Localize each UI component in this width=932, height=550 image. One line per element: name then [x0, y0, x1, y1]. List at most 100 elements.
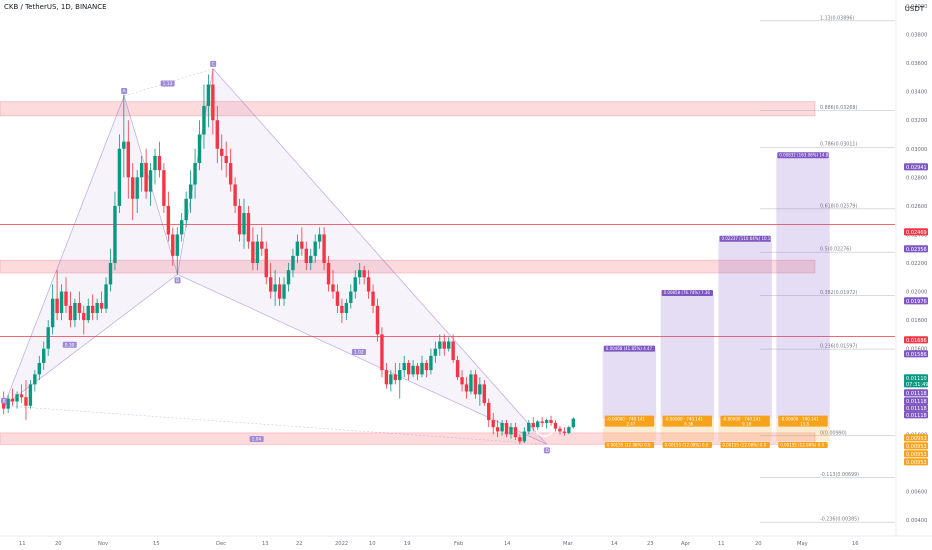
y-tick-label: 0.03400: [906, 90, 927, 96]
y-tick-label: 0.01800: [906, 318, 927, 324]
target-label: 0.02237 (110.64%) 10.18: [721, 236, 773, 241]
candle-body: [286, 270, 291, 285]
candle-body: [46, 327, 50, 349]
x-tick-label: May: [797, 541, 808, 547]
pattern-ratio-box: [160, 80, 175, 87]
candle-body: [322, 234, 326, 263]
candle-body: [487, 402, 491, 421]
price-tag: [904, 411, 928, 419]
y-tick-label: 0.01600: [906, 347, 927, 353]
candle-body: [366, 277, 371, 292]
candle-body: [442, 341, 446, 349]
entry-sub-label: 13.8: [800, 422, 809, 427]
candle-body: [113, 205, 117, 263]
candle-body: [28, 384, 33, 406]
pattern-point-box: [210, 60, 217, 67]
y-tick-label: 0.03800: [906, 33, 927, 39]
candle-body: [273, 284, 277, 292]
candle-body: [371, 291, 375, 306]
candle-body: [206, 84, 211, 106]
candle-body: [64, 291, 68, 306]
candle-body: [86, 305, 90, 321]
pattern-ratio-label: 1.13: [163, 81, 173, 87]
candle-body: [451, 341, 455, 361]
candle-body: [144, 163, 148, 192]
candle-body: [478, 384, 482, 395]
candle-body: [242, 213, 246, 235]
price-tag-label: 0.00953: [906, 436, 927, 442]
entry-sub-label: 2.47: [626, 422, 635, 427]
candle-body: [313, 241, 317, 256]
target-label-box: [603, 345, 656, 352]
candle-body: [464, 384, 469, 392]
price-tag: [904, 404, 928, 412]
entry-label-box: [604, 415, 655, 427]
price-tag: [904, 458, 928, 466]
candle-body: [349, 291, 353, 303]
candle-body: [10, 398, 15, 402]
candle-body: [300, 241, 304, 249]
y-tick-label: 0.02800: [906, 175, 927, 181]
candle-body: [95, 302, 99, 313]
pattern-ratio-label: 1.04: [252, 437, 262, 443]
price-tag: [904, 374, 928, 382]
candle-body: [473, 374, 478, 395]
candle-body: [175, 234, 179, 256]
candle-body: [518, 437, 522, 442]
candle-body: [135, 177, 139, 199]
candle-body: [148, 170, 153, 192]
candle-body: [536, 421, 540, 428]
target-zone: [660, 294, 714, 419]
pattern-point-box: [1, 397, 7, 404]
candle-body: [42, 348, 46, 363]
pattern-point-box: [543, 447, 550, 454]
pattern-ratio-box: [62, 341, 77, 348]
candle-body: [269, 277, 273, 292]
candle-body: [193, 163, 197, 185]
candle-body: [562, 431, 567, 433]
candle-body: [331, 284, 335, 292]
y-tick-label: 0.03600: [906, 61, 927, 67]
stop-label-box: [778, 442, 828, 449]
pattern-point-label: X: [3, 398, 6, 404]
candle-body: [411, 365, 415, 375]
candle-body: [549, 420, 553, 423]
price-tag-label: 0.00953: [906, 444, 927, 450]
entry-label: -0.00000 · 740.141: [722, 417, 761, 422]
stop-label: 0.00155 (12.08%) 0.0: [665, 443, 709, 448]
candle-body: [447, 341, 451, 349]
resistance-zone: [0, 432, 816, 445]
candle-body: [233, 184, 237, 206]
y-tick-label: 0.02200: [906, 261, 927, 267]
price-tag: [904, 228, 928, 236]
candle-body: [157, 155, 162, 171]
pattern-ac-line: [124, 68, 214, 97]
fib-level-label: 0(0.00990): [820, 430, 847, 436]
stop-label-box: [604, 442, 655, 449]
stop-label-box: [662, 442, 712, 449]
candle-body: [55, 298, 59, 313]
candle-body: [180, 220, 184, 235]
candle-body: [117, 148, 122, 206]
price-tag: [904, 450, 928, 458]
candle-body: [15, 394, 19, 402]
candle-body: [237, 205, 242, 235]
fib-level-label: 0.382(0.01972): [820, 290, 857, 296]
candle-body: [469, 374, 473, 392]
x-tick-label: 20: [55, 541, 62, 547]
candle-body: [126, 141, 130, 178]
candle-body: [344, 302, 349, 313]
stop-label: 0.00155 (12.08%) 0.0: [780, 443, 824, 448]
candle-body: [393, 374, 397, 381]
x-tick-label: Apr: [681, 541, 691, 547]
price-tag-label: 0.01118: [906, 413, 927, 419]
candle-body: [460, 377, 464, 385]
candle-body: [429, 355, 433, 371]
x-tick-label: Dec: [216, 541, 226, 547]
candle-body: [326, 263, 331, 285]
candle-body: [108, 263, 113, 285]
pattern-point-label: A: [123, 89, 127, 95]
candle-body: [433, 348, 438, 356]
target-label-box: [719, 235, 771, 242]
